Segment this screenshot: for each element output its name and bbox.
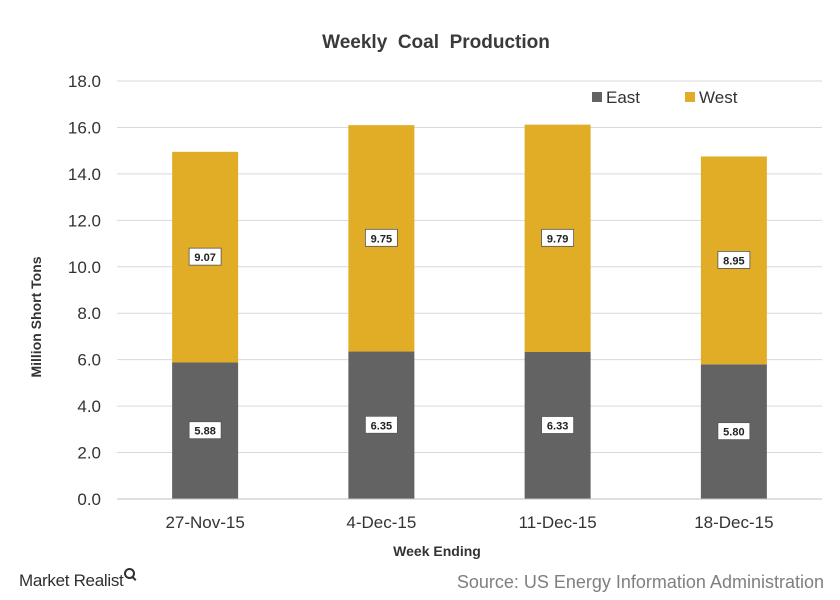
x-tick-label: 11-Dec-15 (519, 513, 597, 532)
data-label: 9.07 (194, 252, 215, 264)
y-tick-label: 12.0 (68, 211, 101, 230)
y-axis-ticks: 0.0 2.0 4.0 6.0 8.0 10.0 12.0 14.0 16.0 18.0 (68, 72, 101, 509)
y-tick-label: 10.0 (68, 258, 101, 277)
y-tick-label: 14.0 (68, 165, 101, 184)
data-label-box (188, 247, 222, 266)
data-label: 6.33 (547, 421, 568, 433)
data-label-box (364, 228, 398, 247)
x-tick-label: 18-Dec-15 (694, 513, 773, 532)
bars: 5.88 9.07 6.35 9.75 6.33 9.79 5.80 8.95 (172, 124, 767, 499)
data-label: 5.80 (723, 427, 744, 439)
y-tick-label: 16.0 (68, 118, 101, 137)
y-tick-label: 6.0 (77, 351, 101, 370)
legend-swatch-east (592, 92, 602, 102)
y-tick-label: 18.0 (68, 72, 101, 91)
data-label: 9.79 (547, 233, 568, 245)
data-label: 8.95 (723, 255, 744, 267)
data-label: 9.75 (371, 233, 392, 245)
data-label: 6.35 (371, 420, 392, 432)
data-label: 5.88 (194, 426, 215, 438)
y-tick-label: 8.0 (77, 304, 101, 323)
data-label-box (717, 250, 751, 269)
data-label-box (541, 228, 575, 247)
x-tick-label: 4-Dec-15 (346, 513, 416, 532)
legend: East West (592, 88, 738, 107)
legend-label-east: East (606, 88, 640, 107)
data-label-box (188, 421, 222, 440)
y-tick-label: 0.0 (77, 490, 101, 509)
source-note: Source: US Energy Information Administra… (456, 572, 824, 592)
x-axis-title: Week Ending (393, 543, 481, 559)
data-label-box (717, 422, 751, 441)
data-label-box (364, 415, 398, 434)
y-tick-label: 2.0 (77, 444, 101, 463)
legend-swatch-west (685, 92, 695, 102)
x-tick-label: 27-Nov-15 (165, 513, 244, 532)
chart-title: Weekly Coal Production (322, 32, 550, 53)
magnifier-icon (124, 568, 136, 580)
y-axis-title: Million Short Tons (28, 256, 44, 377)
x-axis-ticks: 27-Nov-15 4-Dec-15 11-Dec-15 18-Dec-15 (165, 513, 773, 532)
brand-name: Market Realist (19, 571, 124, 590)
y-tick-label: 4.0 (77, 397, 101, 416)
market-realist-logo: Market Realist (19, 568, 136, 591)
legend-label-west: West (699, 88, 738, 107)
data-label-box (541, 416, 575, 434)
